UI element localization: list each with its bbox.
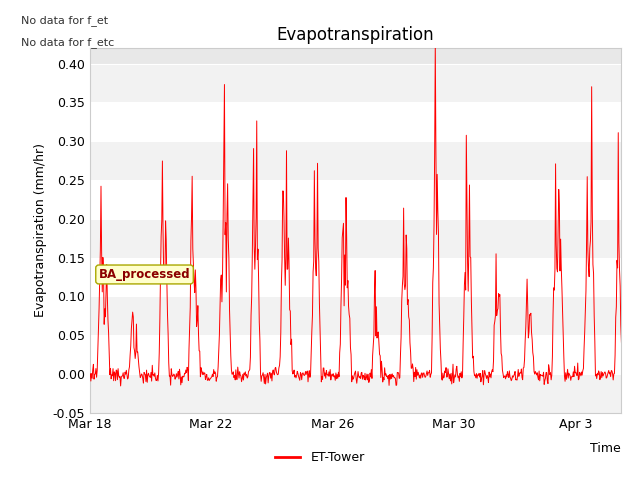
Bar	[90, 180, 621, 219]
Bar	[90, 63, 621, 102]
Bar	[90, 335, 621, 374]
Title: Evapotranspiration: Evapotranspiration	[276, 25, 434, 44]
Bar	[90, 219, 621, 258]
Bar	[90, 102, 621, 141]
Legend: ET-Tower: ET-Tower	[270, 446, 370, 469]
Bar	[90, 374, 621, 413]
Bar	[90, 141, 621, 180]
Bar	[90, 296, 621, 335]
Text: No data for f_et: No data for f_et	[20, 15, 108, 26]
Text: No data for f_etc: No data for f_etc	[20, 37, 114, 48]
Bar	[90, 258, 621, 296]
Text: Time: Time	[590, 442, 621, 455]
Y-axis label: Evapotranspiration (mm/hr): Evapotranspiration (mm/hr)	[34, 144, 47, 317]
Text: BA_processed: BA_processed	[99, 268, 190, 281]
